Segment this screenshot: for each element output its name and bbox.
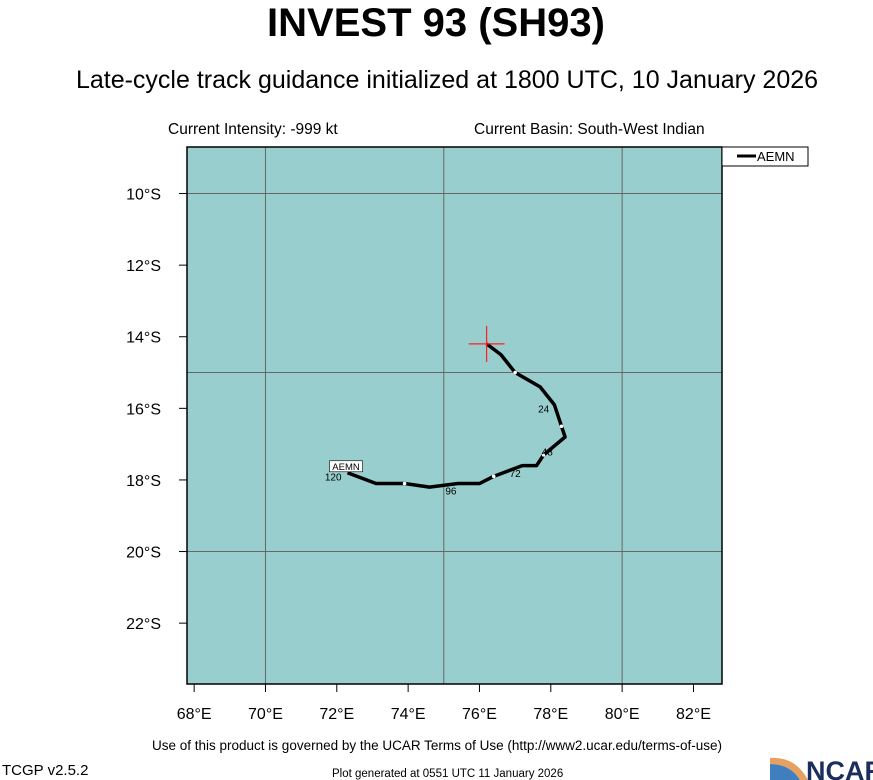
- x-tick-label: 68°E: [177, 706, 212, 723]
- ocean-background: [187, 147, 722, 684]
- tau-label: 48: [542, 447, 554, 458]
- x-tick-label: 74°E: [391, 706, 426, 723]
- tau-label: 120: [325, 472, 342, 483]
- chart-title: INVEST 93 (SH93): [267, 1, 605, 45]
- x-tick-label: 82°E: [676, 706, 711, 723]
- version-label: TCGP v2.5.2: [2, 762, 88, 779]
- y-tick-label: 10°S: [126, 187, 161, 204]
- y-tick-label: 16°S: [126, 401, 161, 418]
- y-tick-label: 18°S: [126, 473, 161, 490]
- end-label: AEMN: [332, 462, 360, 473]
- track-marker: [491, 474, 496, 479]
- y-tick-label: 20°S: [126, 545, 161, 562]
- y-tick-label: 22°S: [126, 616, 161, 633]
- legend-label: AEMN: [757, 149, 795, 164]
- map-border: [186, 146, 723, 685]
- current-basin: Current Basin: South-West Indian: [474, 121, 705, 138]
- generated-timestamp: Plot generated at 0551 UTC 11 January 20…: [332, 768, 563, 780]
- track-line-aemn: [346, 342, 567, 489]
- tau-label: 96: [445, 487, 457, 498]
- current-intensity: Current Intensity: -999 kt: [168, 121, 338, 138]
- tau-label: 72: [510, 469, 522, 480]
- legend: AEMN: [721, 146, 809, 167]
- x-tick-label: 76°E: [462, 706, 497, 723]
- track-marker: [513, 370, 517, 375]
- tau-label: 24: [538, 404, 550, 415]
- track-marker: [541, 453, 546, 457]
- terms-of-use: Use of this product is governed by the U…: [152, 738, 722, 753]
- x-tick-label: 72°E: [319, 706, 354, 723]
- x-tick-label: 70°E: [248, 706, 283, 723]
- end-label-box: [329, 460, 363, 473]
- chart-subtitle: Late-cycle track guidance initialized at…: [76, 66, 818, 94]
- x-tick-label: 78°E: [533, 706, 568, 723]
- legend-box: [721, 146, 809, 167]
- track-marker: [559, 424, 564, 429]
- ncar-logo: NCAR: [770, 756, 873, 780]
- map-panel: 68°E 70°E 72°E 74°E 76°E 78°E 80°E 82°E 10°S 12°S…: [126, 146, 723, 723]
- y-tick-label: 12°S: [126, 258, 161, 275]
- ncar-logo-text: NCAR: [806, 756, 873, 780]
- y-tick-label: 14°S: [126, 330, 161, 347]
- track-marker: [402, 481, 407, 486]
- x-tick-label: 80°E: [605, 706, 640, 723]
